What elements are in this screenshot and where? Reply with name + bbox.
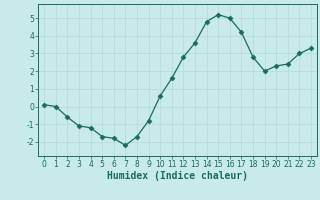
X-axis label: Humidex (Indice chaleur): Humidex (Indice chaleur) [107,171,248,181]
